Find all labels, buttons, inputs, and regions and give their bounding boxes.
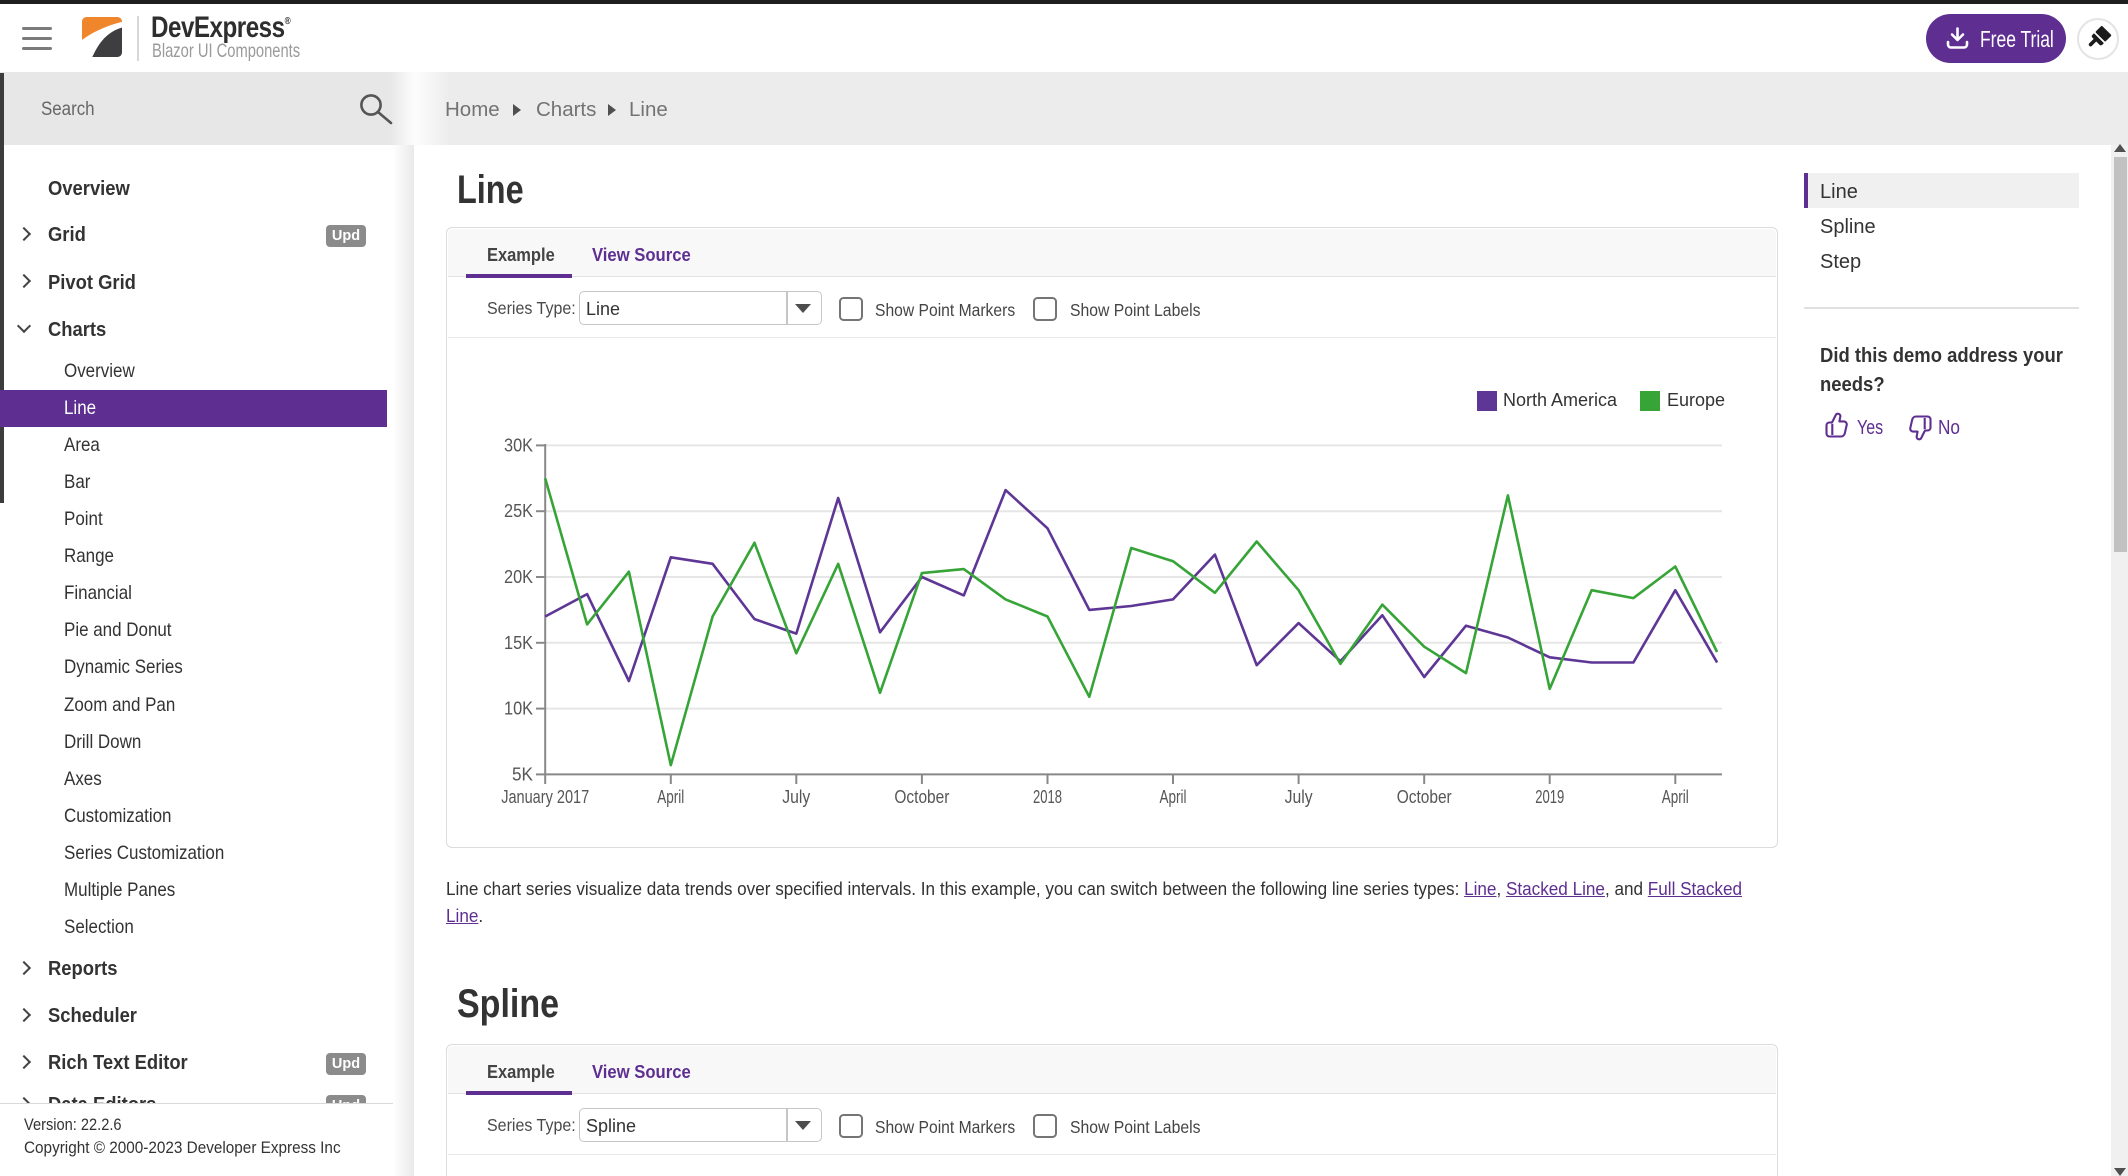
svg-text:January 2017: January 2017 [501,787,589,807]
svg-text:20K: 20K [504,567,533,587]
svg-text:April: April [1160,787,1187,807]
svg-text:25K: 25K [504,501,533,521]
svg-text:July: July [782,787,810,807]
svg-text:15K: 15K [504,633,533,653]
svg-text:2018: 2018 [1033,787,1062,807]
svg-text:5K: 5K [512,764,533,784]
svg-text:July: July [1285,787,1313,807]
svg-text:April: April [1662,787,1689,807]
svg-text:October: October [1397,787,1452,807]
svg-text:October: October [894,787,949,807]
svg-text:April: April [657,787,684,807]
svg-text:30K: 30K [504,435,533,455]
svg-text:10K: 10K [504,699,533,719]
svg-text:2019: 2019 [1535,787,1564,807]
